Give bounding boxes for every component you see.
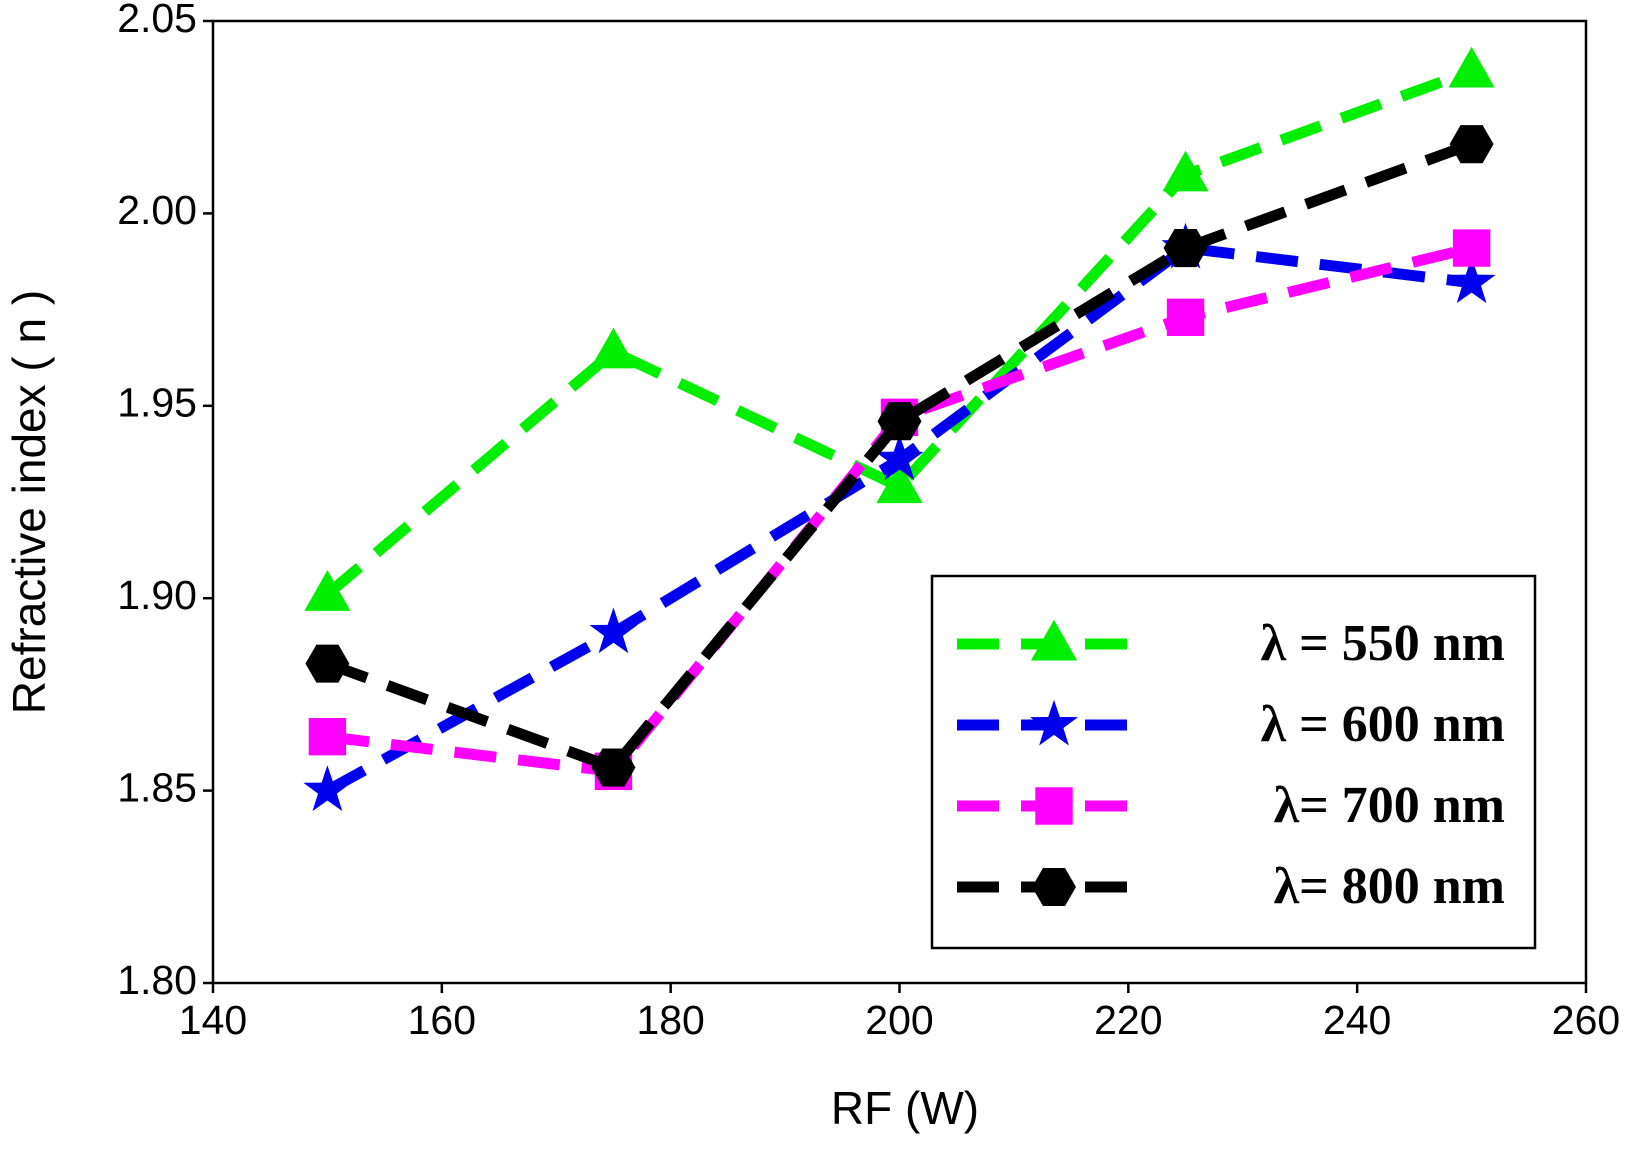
marker — [1452, 229, 1491, 267]
series — [305, 125, 1494, 787]
y-tick-label: 2.05 — [117, 0, 197, 41]
y-tick-label: 1.95 — [117, 380, 197, 426]
marker — [1447, 257, 1496, 304]
marker — [1032, 867, 1076, 907]
marker — [304, 570, 351, 611]
x-tick-label: 260 — [1552, 997, 1620, 1043]
x-tick-label: 160 — [408, 997, 476, 1043]
x-tick-label: 180 — [636, 997, 704, 1043]
marker — [1163, 228, 1208, 268]
marker — [591, 748, 636, 787]
x-tick-label: 220 — [1094, 997, 1162, 1043]
x-tick-label: 140 — [179, 997, 247, 1043]
marker — [1162, 150, 1209, 192]
marker — [305, 644, 350, 683]
marker — [303, 765, 352, 812]
legend-label: λ= 800 nm — [1274, 858, 1505, 915]
y-axis-label: Refractive index ( n ) — [3, 290, 55, 714]
marker — [877, 402, 922, 441]
legend: λ = 550 nm λ = 600 nm λ= 700 nm λ= 800 nm — [930, 574, 1537, 950]
x-tick-label: 200 — [865, 997, 933, 1043]
y-tick-label: 1.80 — [117, 957, 197, 1003]
marker — [1166, 298, 1205, 336]
marker — [308, 718, 347, 756]
marker — [1035, 787, 1073, 825]
legend-label: λ= 700 nm — [1261, 777, 1505, 834]
y-tick-label: 1.90 — [117, 572, 197, 618]
marker — [1030, 619, 1078, 661]
y-tick-label: 2.00 — [117, 187, 197, 233]
series-line — [325, 138, 1474, 775]
legend-label: λ = 550 nm — [1261, 615, 1505, 672]
marker — [1449, 125, 1494, 164]
marker — [876, 462, 923, 504]
marker — [589, 607, 638, 654]
series-line — [323, 65, 1474, 599]
series — [304, 46, 1495, 611]
legend-label: λ = 600 nm — [1261, 696, 1505, 753]
marker — [875, 434, 924, 481]
marker — [590, 327, 637, 369]
y-tick-label: 1.85 — [117, 764, 197, 810]
marker — [1448, 46, 1495, 88]
marker — [1029, 699, 1079, 746]
x-axis-label: RF (W) — [831, 1082, 979, 1134]
x-tick-label: 240 — [1323, 997, 1391, 1043]
